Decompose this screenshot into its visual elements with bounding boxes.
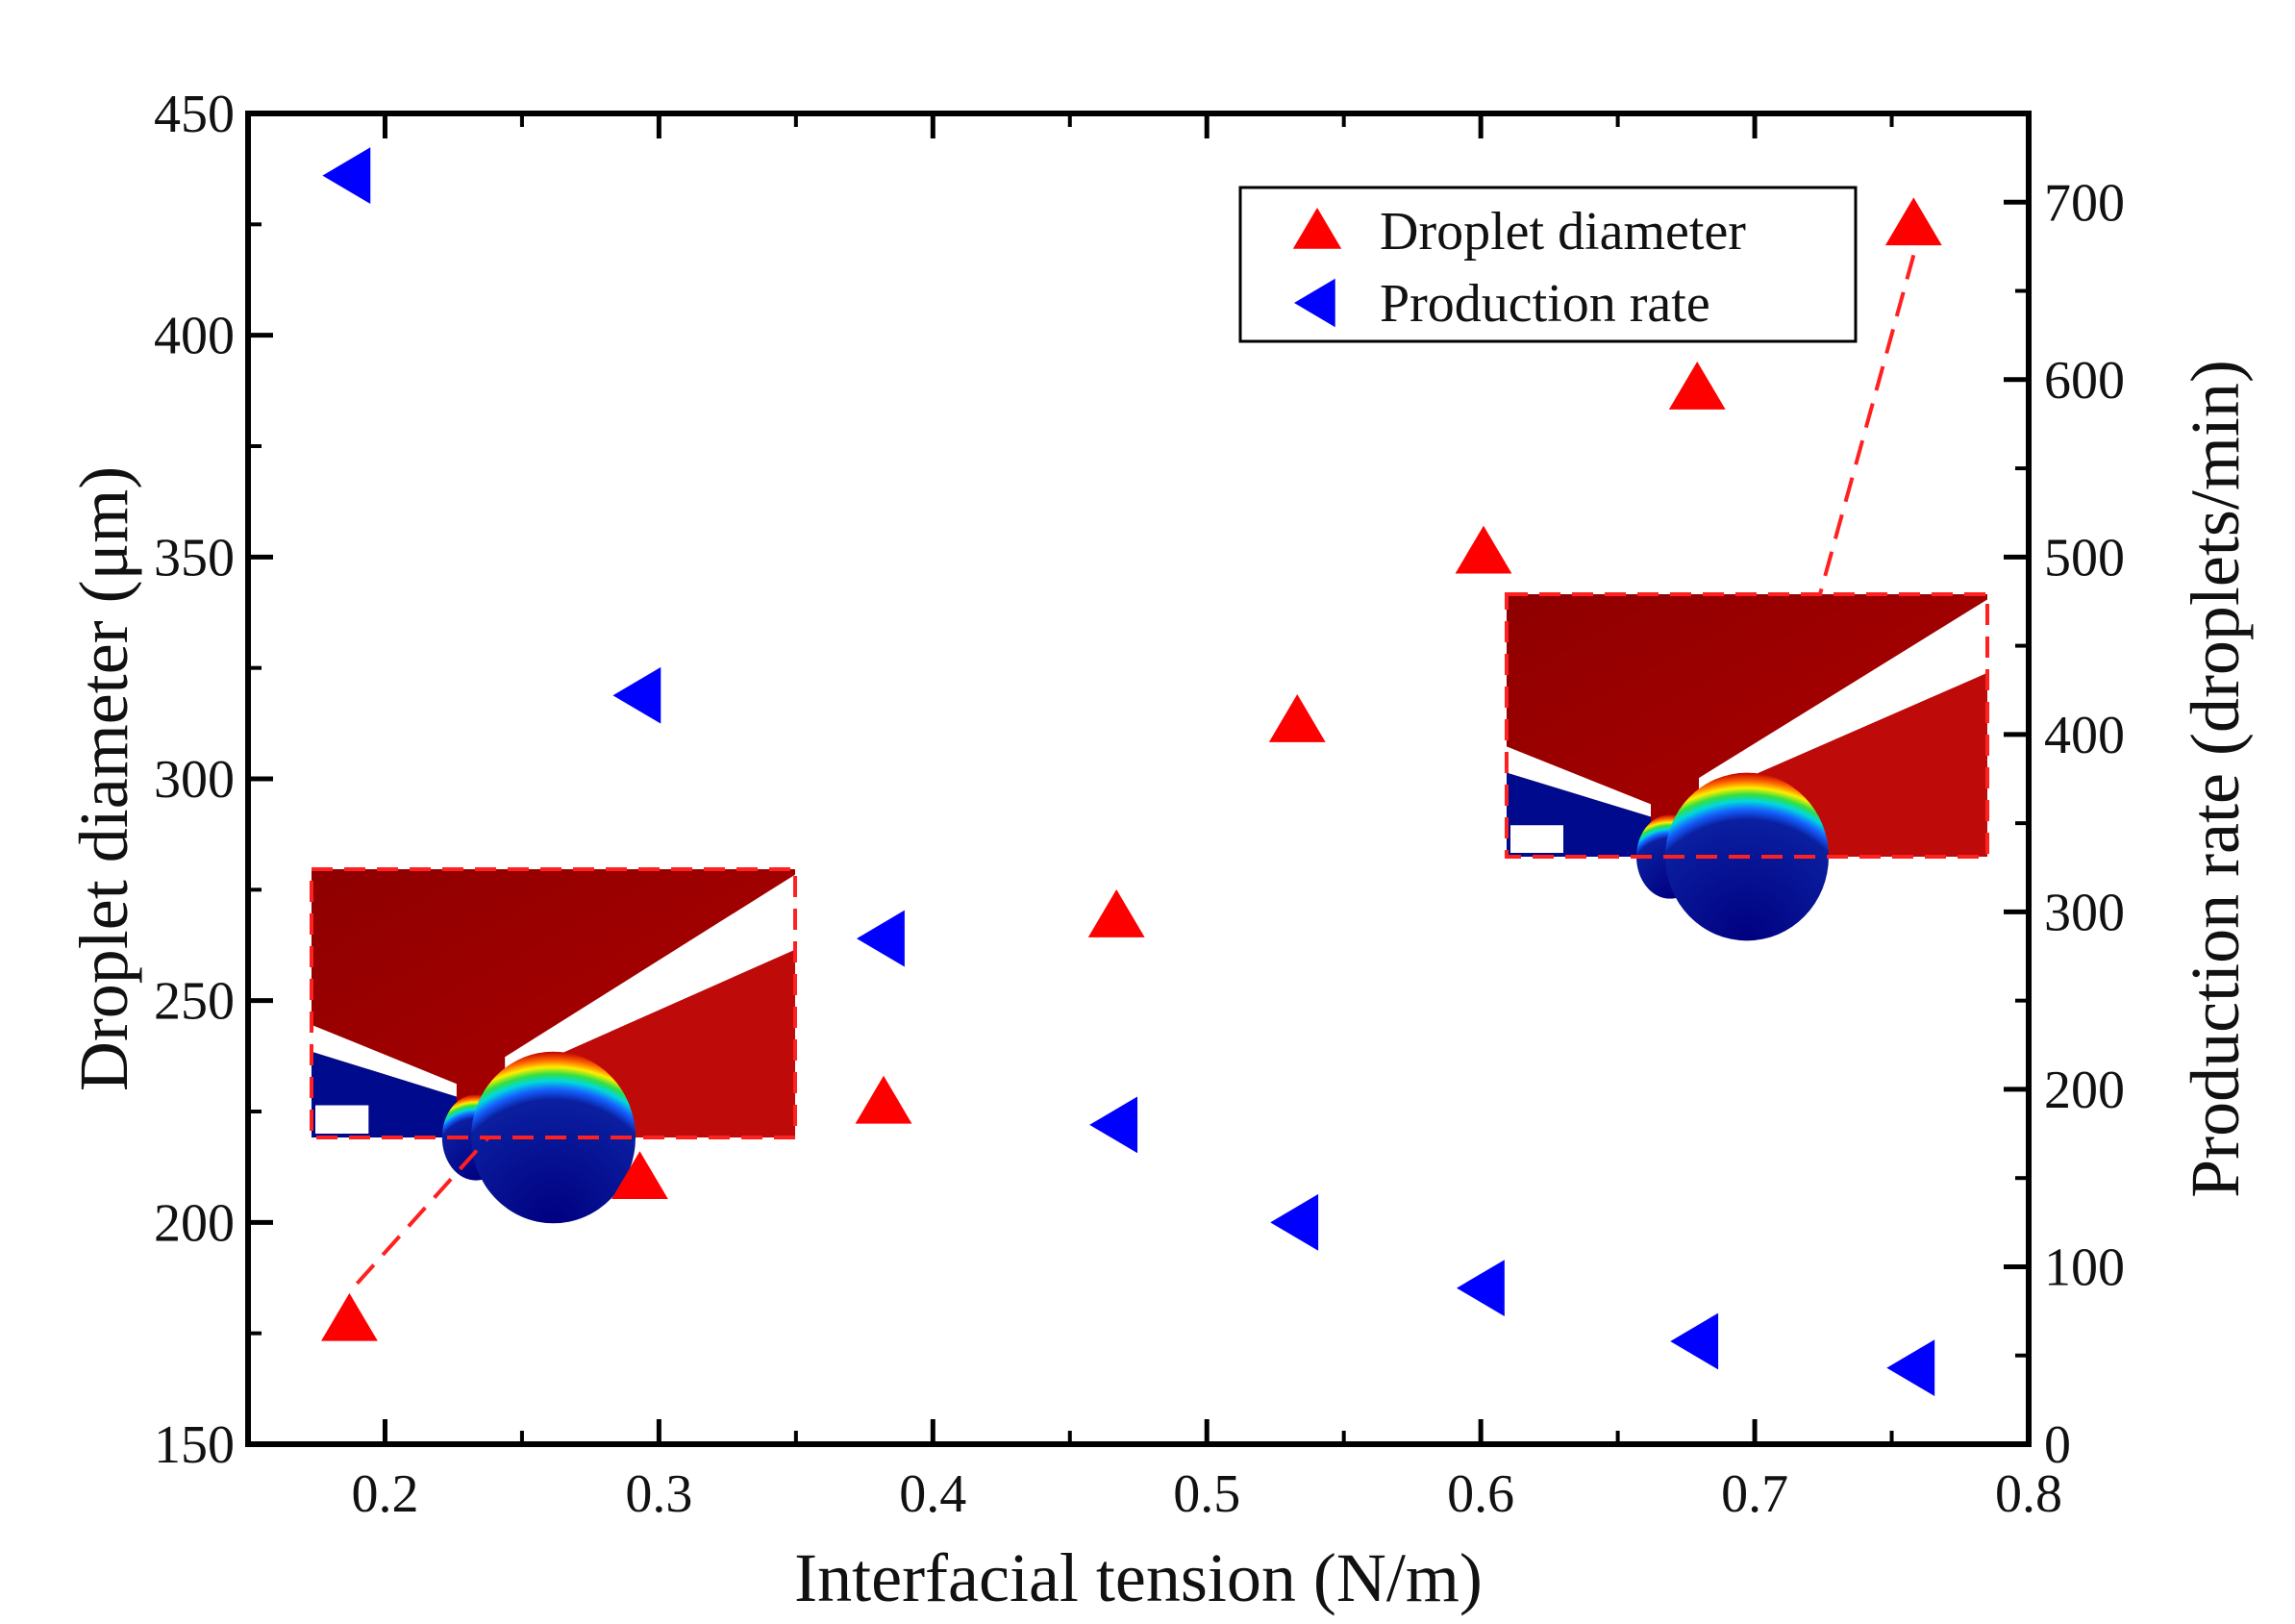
point-droplet-diameter [1668, 362, 1726, 410]
point-production-rate [612, 666, 661, 724]
x-tick-label: 0.4 [899, 1464, 966, 1524]
y-right-tick-label: 200 [2044, 1061, 2125, 1120]
y-right-tick-label: 0 [2044, 1415, 2071, 1475]
y-right-tick-label: 600 [2044, 351, 2125, 411]
legend-box [1238, 186, 1858, 343]
inset-scale-bar [1510, 825, 1563, 853]
point-droplet-diameter [1884, 197, 1942, 246]
point-droplet-diameter [321, 1292, 378, 1341]
x-tick-label: 0.6 [1447, 1464, 1514, 1524]
y-right-tick-label: 300 [2044, 883, 2125, 942]
x-tick-label: 0.5 [1173, 1464, 1240, 1524]
leader-line-low [355, 1136, 490, 1286]
point-droplet-diameter [611, 1151, 668, 1200]
legend-label-droplet-diameter: Droplet diameter [1380, 202, 1746, 262]
y-left-tick-label: 350 [154, 528, 235, 587]
high-tension-droplet-simulation [1505, 592, 1989, 941]
y-right-tick-label: 700 [2044, 173, 2125, 233]
x-axis-title: Interfacial tension (N/m) [794, 1539, 1483, 1616]
point-production-rate [1270, 1193, 1319, 1251]
y-right-tick-label: 500 [2044, 528, 2125, 587]
y-left-tick-label: 200 [154, 1193, 235, 1253]
legend: Droplet diameter Production rate [1238, 186, 1858, 343]
point-droplet-diameter [1087, 889, 1145, 937]
inset-border [1505, 592, 1989, 859]
x-tick-label: 0.7 [1721, 1464, 1788, 1524]
y-right-axis-title: Production rate (droplets/min) [2177, 360, 2254, 1198]
leader-line-high [1818, 254, 1916, 595]
point-droplet-diameter [1455, 525, 1512, 574]
point-droplet-diameter [1268, 694, 1326, 742]
inset-leader-lines [355, 254, 1916, 1286]
simulation-insets [310, 592, 1989, 1224]
y-left-tick-label: 300 [154, 750, 235, 810]
x-tick-label: 0.3 [625, 1464, 692, 1524]
inset-border [310, 867, 797, 1139]
point-production-rate [1457, 1260, 1505, 1317]
low-tension-droplet-simulation [310, 867, 797, 1224]
plot-frame [245, 111, 2032, 1447]
y-left-axis-title: Droplet diameter (μm) [65, 466, 142, 1091]
data-marks [321, 147, 1942, 1397]
legend-marker-production-rate [1294, 278, 1335, 328]
y-left-tick-label: 400 [154, 307, 235, 366]
inset-channel-right [1699, 599, 1987, 799]
y-right-tick-label: 400 [2044, 706, 2125, 765]
x-tick-label: 0.2 [351, 1464, 418, 1524]
point-production-rate [1670, 1312, 1719, 1370]
inset-channel-right [505, 874, 795, 1079]
y-left-tick-label: 250 [154, 972, 235, 1032]
point-production-rate [1089, 1096, 1138, 1154]
y-left-tick-label: 450 [154, 85, 235, 144]
legend-label-production-rate: Production rate [1380, 274, 1710, 334]
tick-labels: 0.2 0.3 0.4 0.5 0.6 0.7 0.8 150 200 250 300 350 400 4… [154, 85, 2125, 1524]
y-left-tick-label: 150 [154, 1415, 235, 1475]
point-production-rate [1886, 1339, 1935, 1397]
inset-channel-left [1507, 746, 1651, 817]
point-droplet-diameter [855, 1075, 912, 1124]
point-production-rate [322, 147, 371, 204]
point-production-rate [857, 910, 905, 967]
y-right-tick-label: 100 [2044, 1237, 2125, 1297]
inset-channel-left [312, 1024, 457, 1097]
inset-scale-bar [315, 1105, 369, 1134]
legend-marker-droplet-diameter [1292, 208, 1342, 249]
x-tick-label: 0.8 [1995, 1464, 2062, 1524]
